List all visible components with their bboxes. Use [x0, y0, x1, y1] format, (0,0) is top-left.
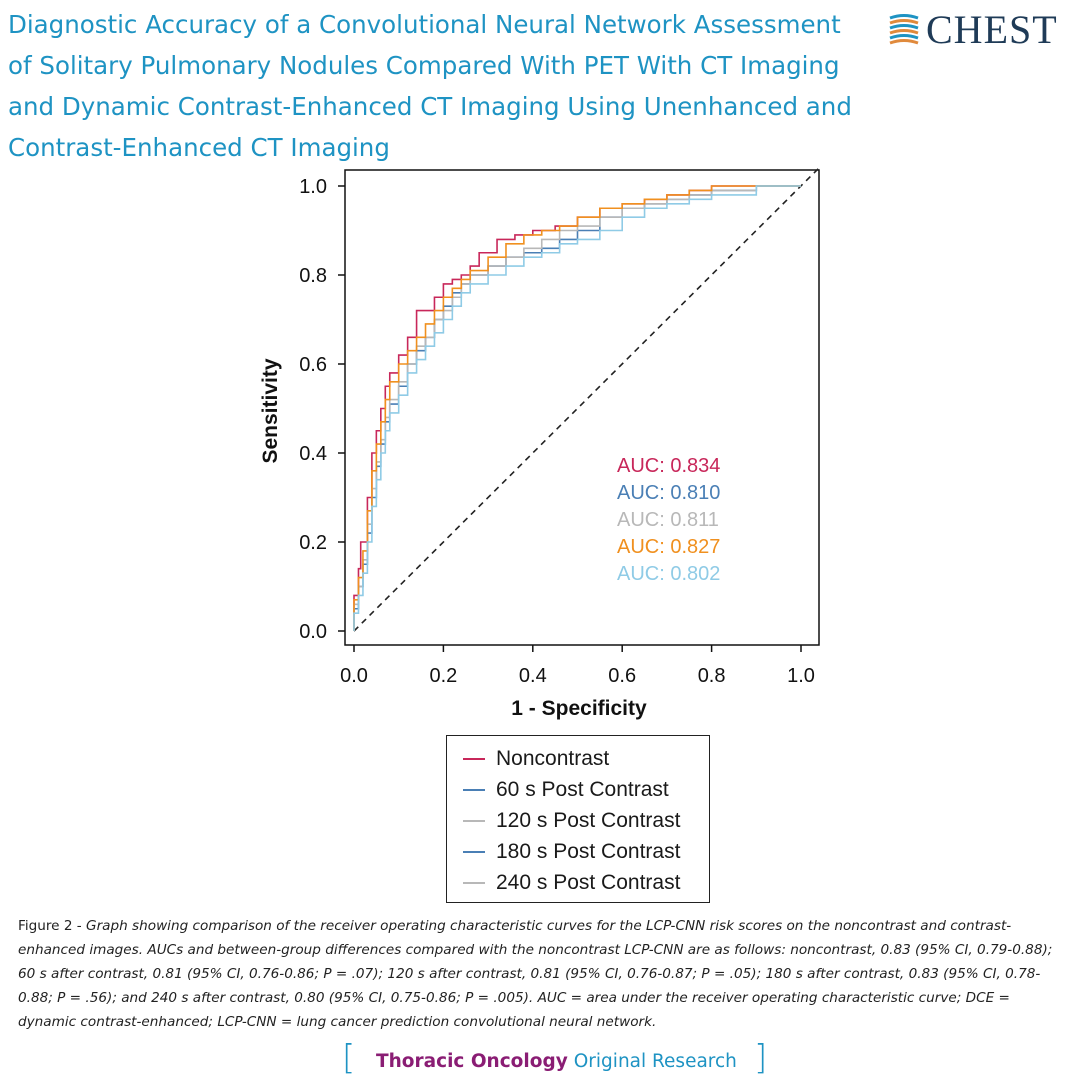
legend-item: 60 s Post Contrast	[447, 774, 709, 805]
chart-legend: Noncontrast 60 s Post Contrast 120 s Post …	[446, 735, 710, 903]
legend-label: 180 s Post Contrast	[496, 839, 681, 863]
roc-curve-240-s-post-contrast	[353, 185, 801, 631]
footer-type: Original Research	[573, 1051, 737, 1072]
y-axis-label: Sensitivity	[259, 358, 282, 463]
x-axis-label: 1 - Specificity	[511, 697, 647, 720]
plot-frame	[344, 169, 820, 646]
auc-label: AUC: 0.827	[617, 536, 720, 558]
x-tick-label: 0.8	[698, 665, 726, 687]
y-tick-label: 0.2	[299, 532, 327, 554]
roc-curve-60-s-post-contrast	[353, 185, 801, 631]
footer-close-bracket: ]	[754, 1038, 768, 1078]
x-tick-label: 0.6	[608, 665, 636, 687]
legend-item: 180 s Post Contrast	[447, 836, 709, 867]
legend-label: 60 s Post Contrast	[496, 777, 669, 801]
footer-section: Thoracic Oncology Original Research	[376, 1051, 737, 1072]
legend-swatch	[463, 881, 485, 884]
page-title: Diagnostic Accuracy of a Convolutional N…	[8, 10, 852, 162]
auc-label: AUC: 0.811	[617, 509, 719, 531]
legend-swatch	[463, 788, 485, 791]
logo-stripe	[889, 24, 919, 30]
roc-curve-noncontrast	[353, 185, 801, 631]
legend-label: 120 s Post Contrast	[496, 808, 681, 832]
x-tick-label: 0.2	[429, 665, 457, 687]
legend-swatch	[463, 757, 485, 760]
logo-stripe	[889, 34, 919, 40]
legend-swatch	[463, 819, 485, 822]
y-tick-label: 1.0	[299, 176, 327, 198]
caption-text: Graph showing comparison of the receiver…	[18, 918, 1053, 1030]
logo-text: CHEST	[926, 7, 1058, 52]
auc-label: AUC: 0.802	[617, 563, 720, 585]
logo-stripe	[889, 39, 919, 45]
x-tick-label: 0.4	[519, 665, 547, 687]
logo-stripe	[889, 29, 919, 35]
y-tick-label: 0.4	[299, 443, 327, 465]
chance-diagonal-line	[353, 167, 820, 632]
footer-category: Thoracic Oncology	[376, 1051, 568, 1072]
legend-label: Noncontrast	[496, 746, 610, 770]
legend-swatch	[463, 850, 485, 853]
footer-open-bracket: [	[342, 1038, 356, 1078]
y-tick-label: 0.8	[299, 265, 327, 287]
logo-stripe	[889, 19, 919, 25]
y-tick-label: 0.6	[299, 354, 327, 376]
auc-label: AUC: 0.810	[617, 482, 720, 504]
legend-label: 240 s Post Contrast	[496, 870, 681, 894]
x-tick-label: 0.0	[340, 665, 368, 687]
chest-stripes-logo-icon	[889, 14, 919, 45]
figure-caption: Figure 2 - Graph showing comparison of t…	[18, 914, 1064, 1034]
caption-label: Figure 2 -	[18, 918, 87, 934]
legend-item: Noncontrast	[447, 743, 709, 774]
logo-stripe	[889, 14, 919, 20]
legend-item: 120 s Post Contrast	[447, 805, 709, 836]
roc-curve-180-s-post-contrast	[353, 185, 801, 631]
footer-banner: [ Thoracic Oncology Original Research ]	[0, 1040, 1080, 1080]
auc-label: AUC: 0.834	[617, 455, 720, 477]
y-tick-label: 0.0	[299, 621, 327, 643]
chest-logo: CHEST	[888, 7, 1068, 52]
roc-curve-120-s-post-contrast	[353, 185, 801, 631]
roc-chart: 0.0 0.2 0.4 0.6 0.8 1.0 0.0 0.2 0.4 0.6 0.8 1.0 AUC…	[259, 167, 820, 720]
x-tick-label: 1.0	[787, 665, 815, 687]
legend-item: 240 s Post Contrast	[447, 867, 709, 898]
